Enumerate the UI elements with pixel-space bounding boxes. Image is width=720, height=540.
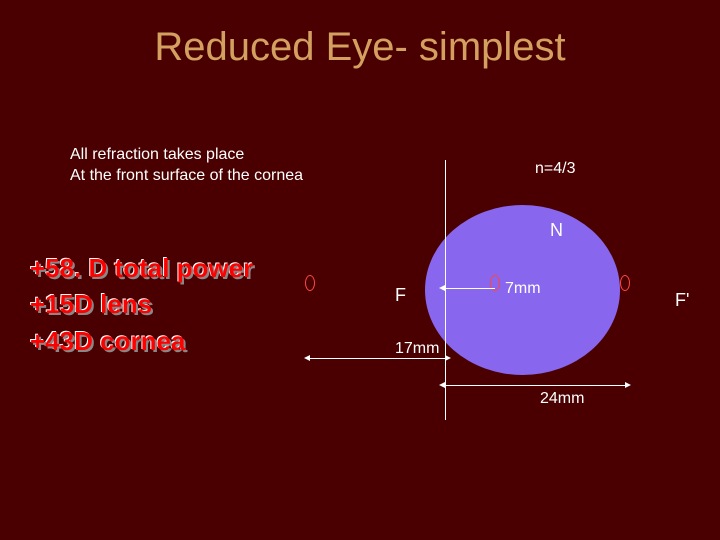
description-line-2: At the front surface of the cornea	[70, 166, 303, 187]
back-focal-marker	[620, 275, 630, 291]
front-focal-marker	[305, 275, 315, 291]
refractive-index-label: n=4/3	[535, 160, 575, 178]
nodal-distance-arrow	[445, 288, 495, 289]
axial-length-arrow	[445, 385, 625, 386]
front-focal-distance-arrow	[310, 358, 445, 359]
description-text: All refraction takes place At the front …	[70, 145, 303, 187]
back-focal-label: F'	[675, 290, 689, 311]
lens-power-label: +15D lens	[30, 286, 253, 322]
nodal-distance-label: 7mm	[505, 280, 541, 298]
nodal-point-label: N	[550, 220, 563, 241]
total-power-label: +58. D total power	[30, 250, 253, 286]
eye-diagram: n=4/3 N F F' 7mm 17mm 24mm	[280, 160, 700, 420]
cornea-power-label: +43D cornea	[30, 323, 253, 359]
cornea-surface-line	[445, 160, 446, 420]
axial-length-label: 24mm	[540, 390, 584, 408]
front-focal-label: F	[395, 285, 406, 306]
front-focal-distance-label: 17mm	[395, 340, 439, 358]
description-line-1: All refraction takes place	[70, 145, 303, 166]
slide-title: Reduced Eye- simplest	[0, 0, 720, 70]
power-values: +58. D total power +15D lens +43D cornea	[30, 250, 253, 359]
